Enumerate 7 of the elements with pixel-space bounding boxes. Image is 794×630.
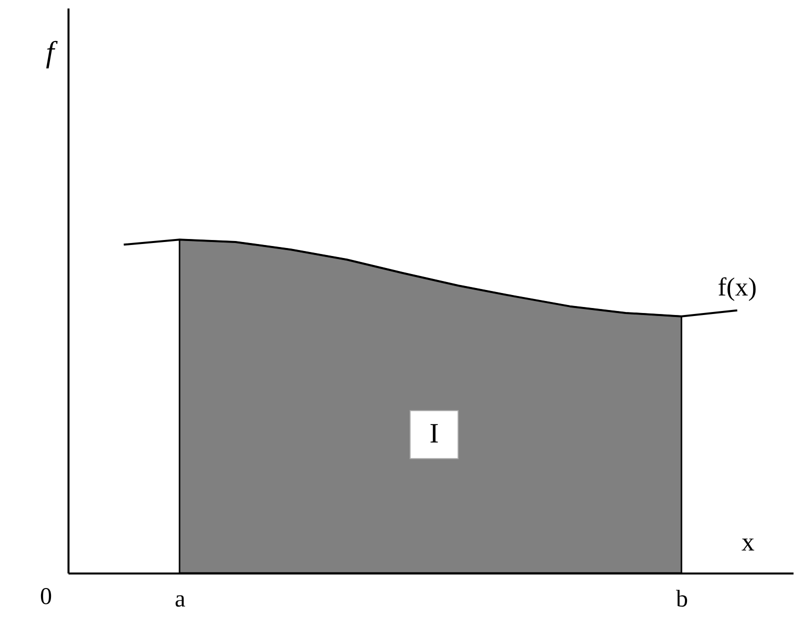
- text: 0: [40, 584, 52, 610]
- x-axis-title: x: [742, 528, 754, 556]
- x-tick-label: a: [174, 586, 186, 612]
- series-label: f(x): [718, 272, 757, 302]
- annotation: I: [429, 418, 439, 450]
- x-tick-label: b: [676, 586, 688, 612]
- text: f: [46, 36, 58, 69]
